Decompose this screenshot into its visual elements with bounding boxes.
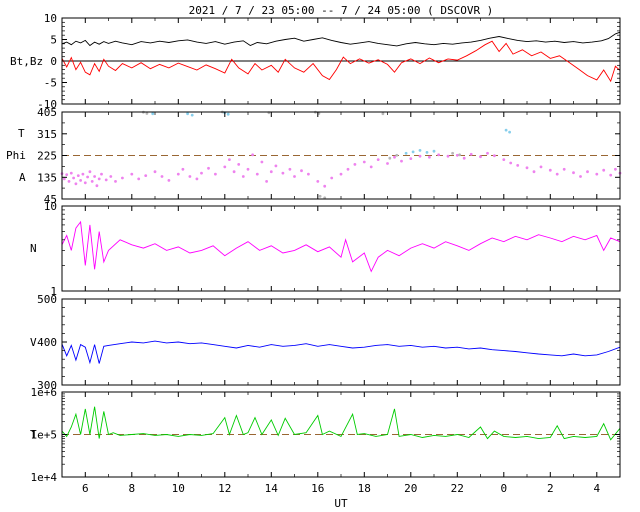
y-tick-label: 1e+4 [31,471,58,484]
x-tick-label: 16 [311,482,324,495]
sector-label-toward: T [18,127,25,140]
x-tick-label: 2 [547,482,554,495]
y-tick-label: -10 [37,98,57,111]
x-tick-label: 4 [593,482,600,495]
series-phi-secondary [151,111,511,155]
panel-v: 300 400 500 [37,293,621,392]
y-tick-label: 135 [37,171,57,184]
panel-t: 1e+4 1e+5 1e+6 [31,386,621,484]
y-tick-label: 1e+6 [31,386,58,399]
series-bt [61,31,621,47]
panel-n: 1 10 [44,200,621,298]
ylabel-phi: Phi [6,149,26,162]
x-tick-label: 14 [265,482,279,495]
ylabel-bt-bz: Bt,Bz [10,55,44,68]
x-tick-label: 6 [82,482,89,495]
y-tick-label: 300 [37,379,57,392]
x-axis-label: UT [334,497,348,510]
y-tick-label: 500 [37,293,57,306]
ylabel-velocity: V [30,336,37,349]
panel-border [61,298,621,386]
panel-phi: 45 135 225 315 405 [37,106,622,206]
ylabel-density: N [30,242,37,255]
x-tick-label: 22 [451,482,464,495]
x-tick-label: 12 [218,482,231,495]
x-tick-label: 0 [500,482,507,495]
y-tick-label: 10 [44,200,57,213]
y-tick-label: 225 [37,150,57,163]
y-tick-label: 405 [37,106,57,119]
y-tick-label: 45 [44,193,57,206]
x-tick-label: 10 [172,482,185,495]
y-tick-label: -5 [44,77,57,90]
panel-border [61,205,621,292]
x-tick-label: 8 [128,482,135,495]
series-v [61,340,621,365]
x-tick-label: 20 [404,482,417,495]
series-phi [60,151,622,188]
y-tick-label: 315 [37,128,57,141]
y-tick-label: 10 [44,12,57,25]
x-tick-label: 18 [358,482,371,495]
panel-bt-bz: -10 -5 0 5 10 [37,12,621,111]
ylabel-temperature: T [30,428,37,441]
series-n [61,220,621,273]
y-tick-label: 1e+5 [31,429,58,442]
y-tick-label: 0 [50,55,57,68]
series-bz [61,40,621,83]
y-tick-label: 1 [50,285,57,298]
x-axis-tick-labels: 6 8 10 12 14 16 18 20 22 0 2 4 [82,482,600,495]
chart-title: 2021 / 7 / 23 05:00 -- 7 / 24 05:00 ( DS… [188,4,494,17]
y-tick-label: 400 [37,336,57,349]
series-t [61,406,621,441]
sector-label-away: A [19,171,26,184]
series-phi-tertiary [142,110,461,200]
y-tick-label: 5 [50,34,57,47]
